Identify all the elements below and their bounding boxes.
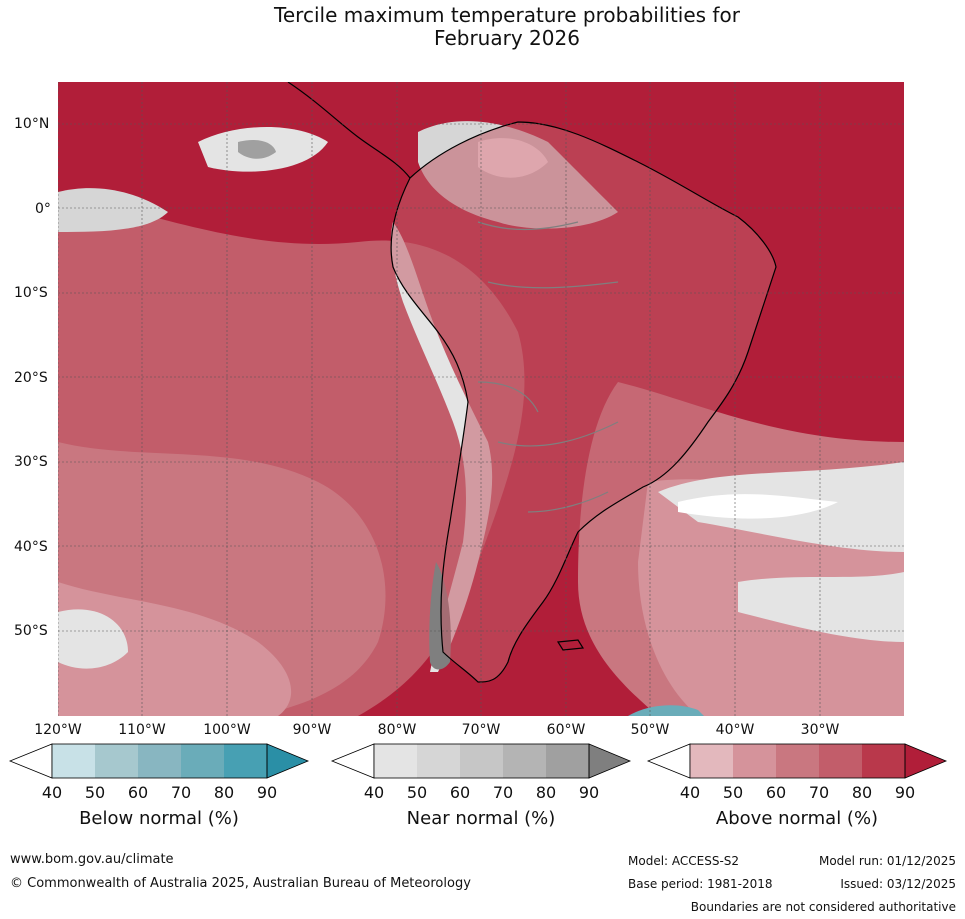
falklands-outline xyxy=(556,639,585,651)
lon-label-110w: 110°W xyxy=(118,722,166,738)
cbar-below-upper xyxy=(266,743,310,779)
cbar-below-tick: 40 xyxy=(41,783,63,802)
lon-label-50w: 50°W xyxy=(630,722,670,738)
lon-label-30w: 30°W xyxy=(800,722,840,738)
cbar-below-bin xyxy=(181,744,224,778)
cbar-below-bin xyxy=(224,744,267,778)
cbar-below-bin xyxy=(52,744,95,778)
footer-copyright: © Commonwealth of Australia 2025, Austra… xyxy=(10,876,471,891)
below-normal-south xyxy=(628,705,704,716)
cbar-near-frame xyxy=(373,743,590,779)
cbar-near-tick: 40 xyxy=(363,783,385,802)
cbar-near-bin xyxy=(460,744,503,778)
colorbar-near xyxy=(330,743,632,779)
colorbar-below xyxy=(8,743,310,779)
cbar-below-tick: 80 xyxy=(213,783,235,802)
continent-shading xyxy=(391,122,776,682)
cbar-above-tick: 60 xyxy=(765,783,787,802)
cbar-near-lower xyxy=(330,743,375,779)
cbar-above-bin xyxy=(733,744,776,778)
lon-label-40w: 40°W xyxy=(715,722,755,738)
cbar-near-bin xyxy=(374,744,417,778)
footer-issued: Issued: 03/12/2025 xyxy=(840,877,956,891)
cbar-near-title: Near normal (%) xyxy=(406,808,556,829)
blank-south-atlantic xyxy=(678,494,838,519)
cbar-above-frame xyxy=(689,743,906,779)
cbar-near-tick: 70 xyxy=(492,783,514,802)
footer-model: Model: ACCESS-S2 xyxy=(628,854,740,868)
cbar-above-upper xyxy=(904,743,948,779)
graticule xyxy=(58,82,904,716)
cbar-above-tick: 90 xyxy=(894,783,916,802)
cbar-below-frame xyxy=(51,743,268,779)
lat-label-40s: 40°S xyxy=(14,539,48,555)
cbar-near-tick: 60 xyxy=(449,783,471,802)
cbar-near-tick: 80 xyxy=(535,783,557,802)
cbar-near-tick: 90 xyxy=(578,783,600,802)
map-svg xyxy=(58,82,904,716)
lon-label-120w: 120°W xyxy=(34,722,82,738)
cbar-near-tick: 50 xyxy=(406,783,428,802)
near-normal-equator-west xyxy=(58,188,168,232)
cbar-near-upper xyxy=(588,743,632,779)
title-line-1: Tercile maximum temperature probabilitie… xyxy=(274,3,740,27)
near-normal-pacific-core xyxy=(238,140,276,159)
cbar-below-tick: 60 xyxy=(127,783,149,802)
footer-disclaimer: Boundaries are not considered authoritat… xyxy=(690,900,956,914)
lon-label-80w: 80°W xyxy=(377,722,417,738)
lat-label-50s: 50°S xyxy=(14,623,48,639)
lon-label-70w: 70°W xyxy=(461,722,501,738)
map-title: Tercile maximum temperature probabilitie… xyxy=(0,4,965,50)
coastline xyxy=(390,121,777,683)
lat-label-10s: 10°S xyxy=(14,285,48,301)
near-normal-south-atlantic-2 xyxy=(738,572,904,642)
cbar-near-bin xyxy=(503,744,546,778)
cbar-above-bin xyxy=(776,744,819,778)
cbar-above-bin xyxy=(690,744,733,778)
colorbar-above xyxy=(646,743,948,779)
cbar-above-bin xyxy=(862,744,905,778)
title-line-2: February 2026 xyxy=(434,26,580,50)
cbar-below-tick: 70 xyxy=(170,783,192,802)
lon-label-100w: 100°W xyxy=(203,722,251,738)
cbar-above-tick: 40 xyxy=(679,783,701,802)
cbar-above-bin xyxy=(819,744,862,778)
near-normal-southwest xyxy=(58,609,128,669)
cbar-below-tick: 50 xyxy=(84,783,106,802)
lon-label-90w: 90°W xyxy=(292,722,332,738)
cbar-below-bin xyxy=(95,744,138,778)
lon-label-60w: 60°W xyxy=(546,722,586,738)
cbar-near-bin xyxy=(417,744,460,778)
lat-label-10n: 10°N xyxy=(14,116,50,132)
country-borders xyxy=(477,221,619,513)
footer-model-run: Model run: 01/12/2025 xyxy=(818,854,956,868)
lat-label-30s: 30°S xyxy=(14,454,48,470)
lat-label-20s: 20°S xyxy=(14,370,48,386)
cbar-below-bin xyxy=(138,744,181,778)
cbar-above-title: Above normal (%) xyxy=(715,808,879,829)
field-50-sw xyxy=(58,582,292,716)
central-america-coast xyxy=(287,82,411,179)
cbar-above-tick: 50 xyxy=(722,783,744,802)
cbar-below-title: Below normal (%) xyxy=(79,808,239,829)
cbar-near-bin xyxy=(546,744,589,778)
probability-map xyxy=(58,82,904,716)
cbar-above-tick: 70 xyxy=(808,783,830,802)
cbar-above-lower xyxy=(646,743,691,779)
lat-label-0: 0° xyxy=(35,201,51,217)
cbar-below-tick: 90 xyxy=(256,783,278,802)
cbar-above-tick: 80 xyxy=(851,783,873,802)
cbar-below-lower xyxy=(8,743,53,779)
footer-url[interactable]: www.bom.gov.au/climate xyxy=(10,852,174,867)
footer-base-period: Base period: 1981-2018 xyxy=(628,877,773,891)
